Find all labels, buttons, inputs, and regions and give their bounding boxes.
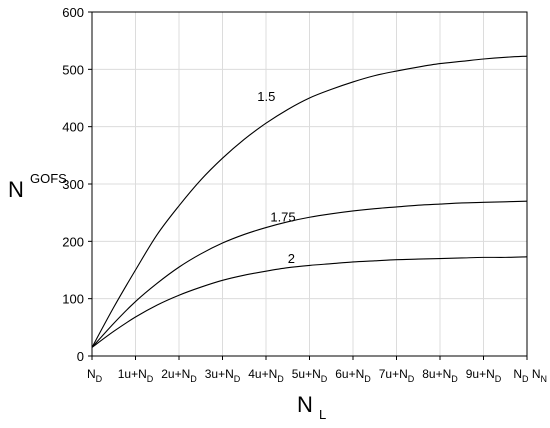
x-tick-label: 6u+ND — [335, 367, 371, 384]
series-line-0 — [91, 55, 528, 348]
y-tick-label: 400 — [62, 120, 84, 135]
x-tick-label: 1u+ND — [118, 367, 154, 384]
y-axis-label: N GOFS — [8, 171, 67, 202]
series-labels: 1.5 1.75 2 — [257, 89, 295, 266]
x-axis-label-main: N — [297, 392, 313, 417]
y-tick-label: 500 — [62, 62, 84, 77]
x-tick-label: 7u+ND — [379, 367, 415, 384]
y-tick-label: 100 — [62, 292, 84, 307]
x-tick-label: 2u+ND — [161, 367, 197, 384]
x-tick-label: ND — [87, 367, 103, 384]
y-tick-label: 600 — [62, 5, 84, 20]
x-axis-label: N L — [297, 392, 326, 422]
x-axis-ticks: ND 1u+ND 2u+ND 3u+ND 4u+ND 5u+ND 6u+ND 7u+ND 8u+… — [87, 356, 547, 384]
series-label-2: 2 — [288, 251, 295, 266]
y-tick-label: 200 — [62, 234, 84, 249]
y-tick-label: 300 — [62, 177, 84, 192]
x-tick-label: 4u+ND — [248, 367, 284, 384]
y-axis-ticks: 0 100 200 300 400 500 600 — [62, 5, 92, 364]
series-label-1: 1.75 — [270, 209, 295, 224]
series-label-0: 1.5 — [257, 89, 275, 104]
y-axis-label-sup: GOFS — [30, 171, 67, 186]
x-tick-label: 3u+ND — [205, 367, 241, 384]
y-tick-label: 0 — [77, 349, 84, 364]
series-lines — [91, 55, 528, 348]
x-tick-label: 9u+ND — [466, 367, 502, 384]
x-tick-label: ND NN — [513, 367, 547, 384]
y-axis-label-main: N — [8, 177, 24, 202]
x-axis-label-sub: L — [319, 407, 326, 422]
x-tick-label: 8u+ND — [422, 367, 458, 384]
series-line-2 — [91, 256, 528, 348]
x-tick-label: 5u+ND — [292, 367, 328, 384]
series-line-1 — [91, 200, 528, 348]
